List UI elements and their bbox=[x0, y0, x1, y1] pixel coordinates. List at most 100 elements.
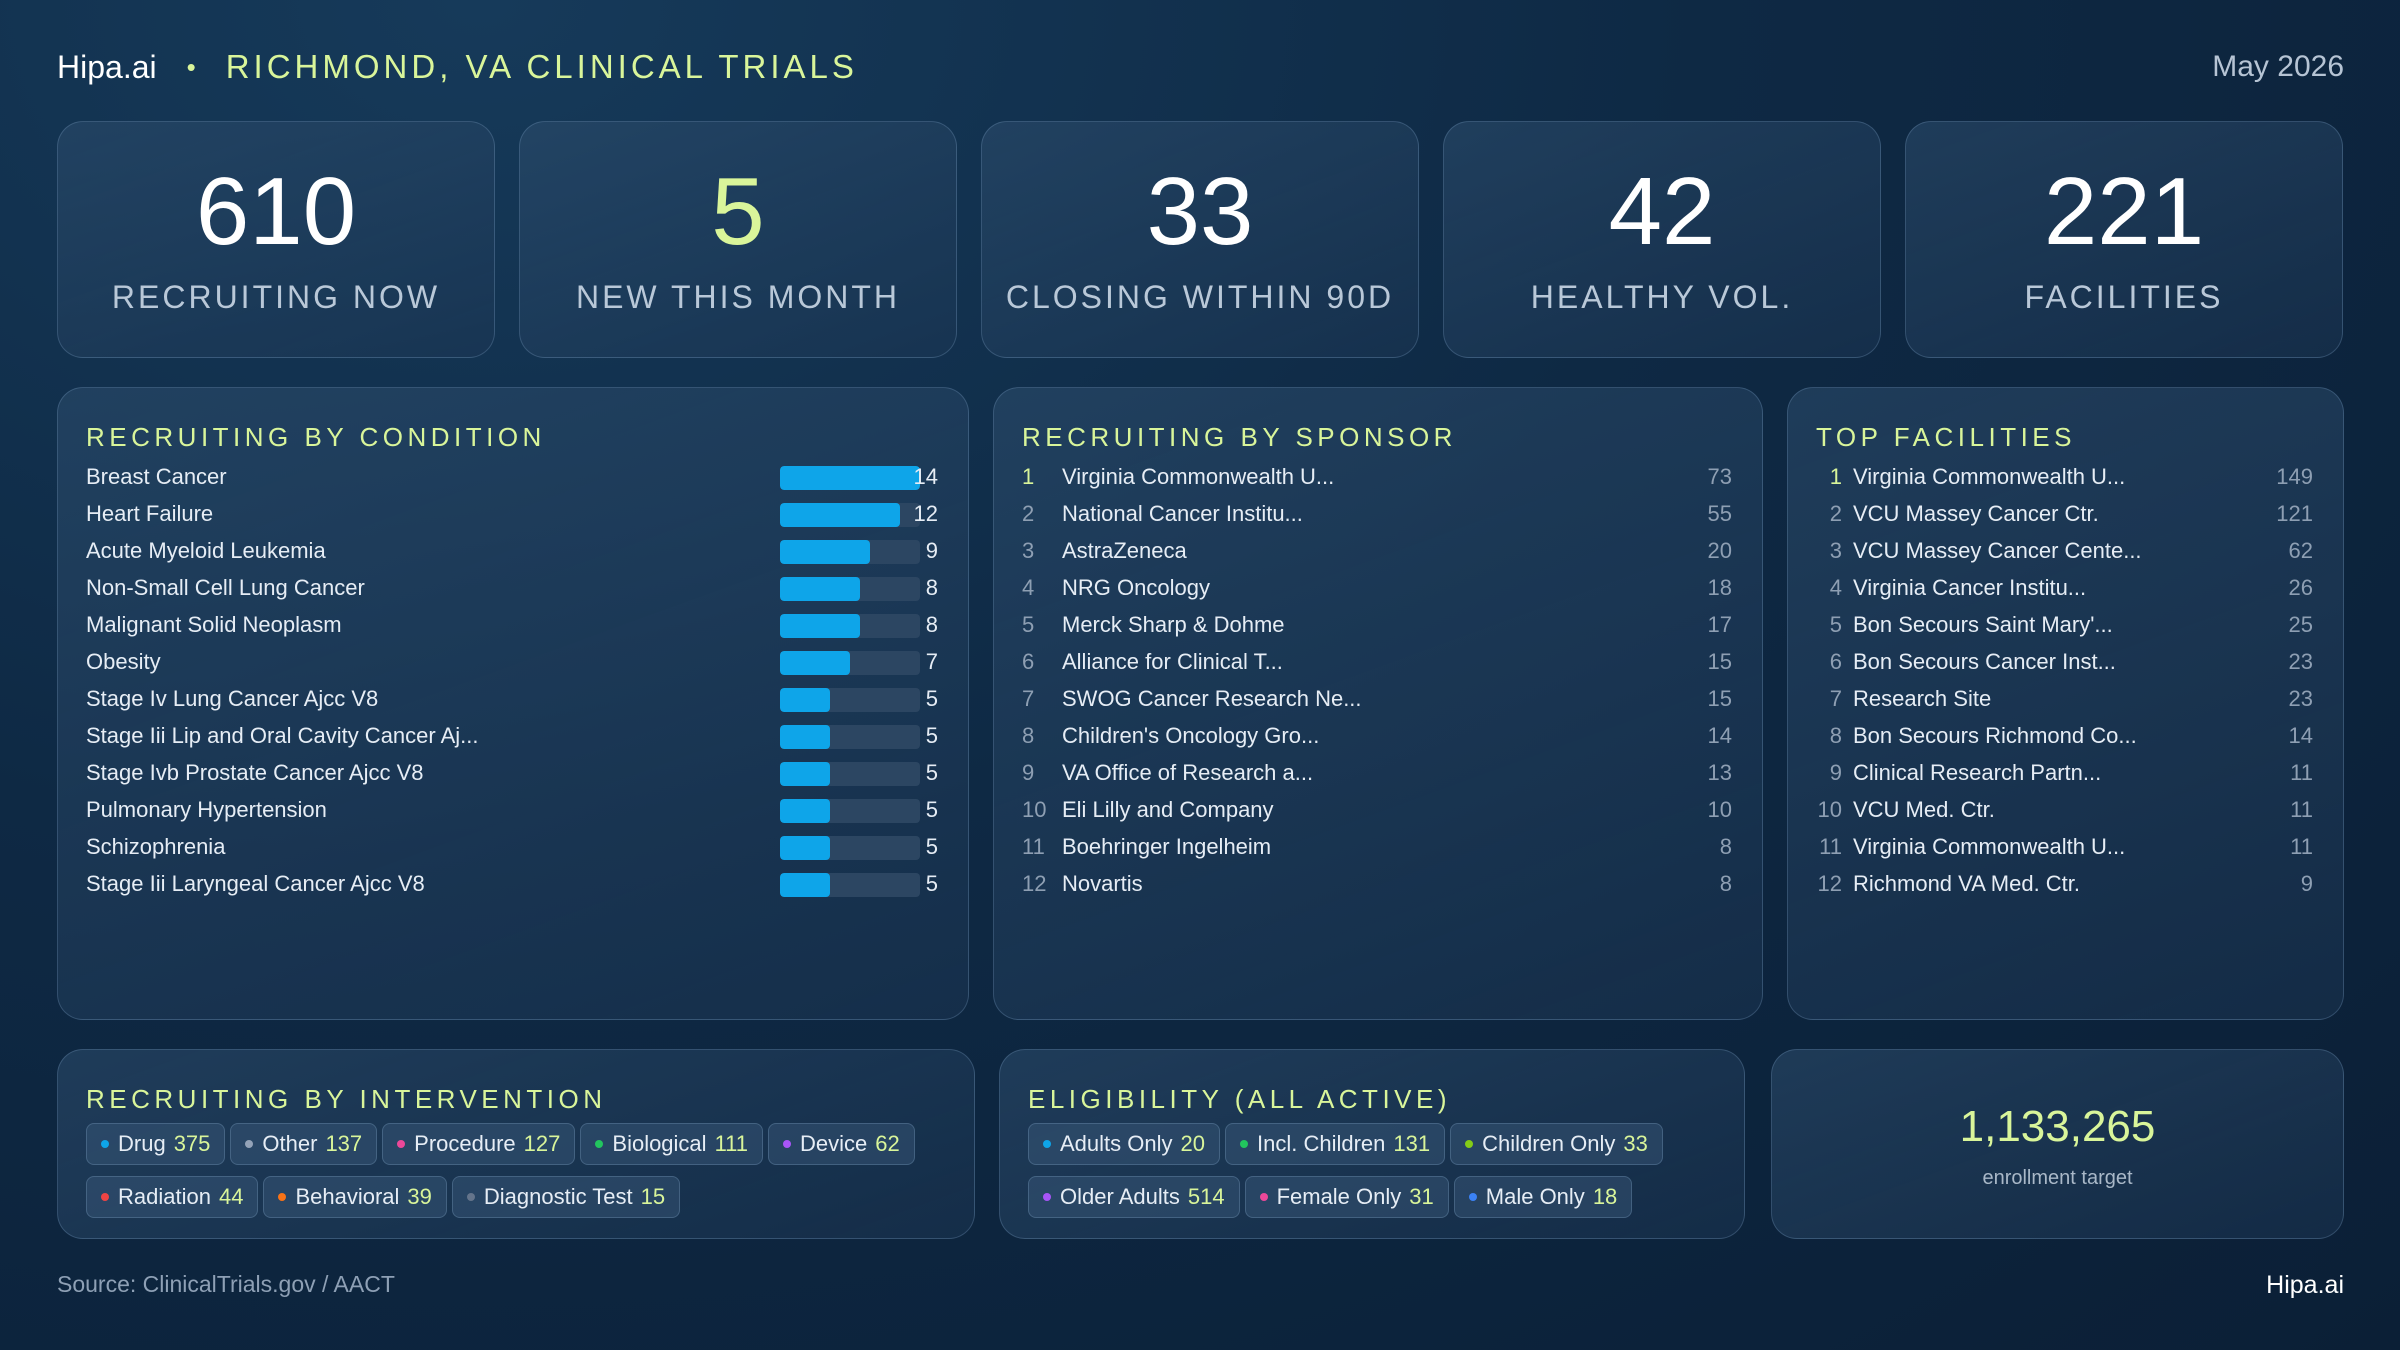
sponsor-count: 13 bbox=[1707, 760, 1732, 785]
facility-name: Virginia Cancer Institu... bbox=[1853, 575, 2087, 600]
sponsor-row: 6 Alliance for Clinical T... 15 bbox=[1022, 643, 1732, 680]
intervention-dot-icon bbox=[101, 1140, 109, 1148]
condition-count: 8 bbox=[925, 575, 938, 600]
kpi-facilities: 221 FACILITIES bbox=[1905, 121, 2343, 358]
condition-bar bbox=[780, 614, 860, 638]
facility-row: 5 Bon Secours Saint Mary'... 25 bbox=[1816, 606, 2313, 643]
intervention-dot-icon bbox=[595, 1140, 604, 1148]
sponsor-name: Alliance for Clinical T... bbox=[1062, 649, 1283, 674]
condition-name: Malignant Solid Neoplasm bbox=[86, 612, 342, 637]
facility-row: 10 VCU Med. Ctr. 11 bbox=[1816, 791, 2313, 828]
sponsor-rank: 1 bbox=[1022, 464, 1035, 489]
facility-row: 1 Virginia Commonwealth U... 149 bbox=[1816, 458, 2313, 495]
eligibility-count: 33 bbox=[1623, 1131, 1648, 1156]
eligibility-label: Male Only bbox=[1485, 1184, 1585, 1209]
kpi-value: 42 bbox=[1608, 158, 1716, 265]
facility-rank: 7 bbox=[1829, 686, 1842, 711]
condition-bar-track bbox=[780, 540, 920, 564]
eligibility-count: 514 bbox=[1187, 1184, 1225, 1209]
report-date: May 2026 bbox=[2212, 50, 2344, 83]
eligibility-dot-icon bbox=[1043, 1193, 1051, 1201]
kpi-label: NEW THIS MONTH bbox=[575, 279, 901, 315]
kpi-label: CLOSING WITHIN 90D bbox=[1005, 279, 1395, 315]
facility-row: 3 VCU Massey Cancer Cente... 62 bbox=[1816, 532, 2313, 569]
enrollment-target-card: 1,133,265 enrollment target bbox=[1771, 1049, 2344, 1239]
sponsor-rank: 5 bbox=[1022, 612, 1035, 637]
sponsor-rank: 12 bbox=[1022, 871, 1047, 896]
condition-bar-track bbox=[780, 725, 920, 749]
intervention-chip-biological: Biological 111 bbox=[580, 1123, 764, 1165]
intervention-count: 127 bbox=[523, 1131, 561, 1156]
intervention-dot-icon bbox=[245, 1140, 254, 1148]
enrollment-target-value: 1,133,265 bbox=[1959, 1102, 2156, 1151]
condition-row: Stage Iv Lung Cancer Ajcc V8 5 bbox=[86, 680, 938, 717]
condition-count: 5 bbox=[925, 686, 938, 711]
facility-rank: 6 bbox=[1829, 649, 1842, 674]
condition-bar bbox=[780, 762, 830, 786]
condition-bar-track bbox=[780, 799, 920, 823]
condition-name: Heart Failure bbox=[86, 501, 214, 526]
eligibility-dot-icon bbox=[1239, 1140, 1248, 1148]
eligibility-panel-title: ELIGIBILITY (ALL ACTIVE) bbox=[1028, 1084, 1452, 1114]
intervention-chip-other: Other 137 bbox=[230, 1123, 378, 1165]
footer-source: Source: ClinicalTrials.gov / AACT bbox=[57, 1271, 395, 1297]
kpi-value: 5 bbox=[711, 158, 765, 265]
intervention-label: Biological bbox=[612, 1131, 707, 1156]
sponsor-row: 5 Merck Sharp & Dohme 17 bbox=[1022, 606, 1732, 643]
facility-row: 8 Bon Secours Richmond Co... 14 bbox=[1816, 717, 2313, 754]
condition-name: Stage Iv Lung Cancer Ajcc V8 bbox=[86, 686, 379, 711]
eligibility-dot-icon bbox=[1043, 1140, 1051, 1148]
facility-count: 121 bbox=[2276, 501, 2313, 526]
facility-row: 7 Research Site 23 bbox=[1816, 680, 2313, 717]
facility-rank: 12 bbox=[1817, 871, 1842, 896]
sponsor-name: Boehringer Ingelheim bbox=[1062, 834, 1272, 859]
intervention-label: Device bbox=[800, 1131, 868, 1156]
brand-logo-text: Hipa.ai bbox=[57, 48, 157, 85]
sponsor-count: 73 bbox=[1707, 464, 1732, 489]
kpi-closing-within-90d: 33 CLOSING WITHIN 90D bbox=[981, 121, 1419, 358]
condition-count: 14 bbox=[913, 464, 938, 489]
condition-name: Breast Cancer bbox=[86, 464, 227, 489]
intervention-count: 111 bbox=[714, 1131, 749, 1156]
sponsor-count: 55 bbox=[1707, 501, 1732, 526]
condition-bar bbox=[780, 651, 850, 675]
condition-bar bbox=[780, 688, 830, 712]
condition-row: Obesity 7 bbox=[86, 643, 938, 680]
eligibility-dot-icon bbox=[1468, 1193, 1477, 1201]
intervention-panel: RECRUITING BY INTERVENTION Drug 375 Other 1… bbox=[57, 1049, 975, 1239]
sponsor-name: National Cancer Institu... bbox=[1062, 501, 1303, 526]
condition-count: 7 bbox=[925, 649, 938, 674]
sponsor-name: Novartis bbox=[1062, 871, 1143, 896]
intervention-chip-diagnostic-test: Diagnostic Test 15 bbox=[451, 1176, 681, 1218]
sponsor-count: 18 bbox=[1707, 575, 1732, 600]
eligibility-count: 18 bbox=[1592, 1184, 1618, 1209]
facility-count: 26 bbox=[2288, 575, 2313, 600]
facilities-panel: TOP FACILITIES 1 Virginia Commonwealth U.… bbox=[1787, 387, 2344, 1020]
kpi-value: 221 bbox=[2043, 158, 2205, 265]
eligibility-chip-older-adults: Older Adults 514 bbox=[1028, 1176, 1240, 1218]
sponsor-panel-title: RECRUITING BY SPONSOR bbox=[1022, 422, 1457, 452]
condition-name: Schizophrenia bbox=[86, 834, 226, 859]
kpi-healthy-volunteers: 42 HEALTHY VOL. bbox=[1443, 121, 1881, 358]
sponsor-row: 1 Virginia Commonwealth U... 73 bbox=[1022, 458, 1732, 495]
condition-panel: RECRUITING BY CONDITION Breast Cancer 14 H… bbox=[57, 387, 969, 1020]
sponsor-count: 20 bbox=[1707, 538, 1732, 563]
facility-count: 25 bbox=[2288, 612, 2313, 637]
intervention-dot-icon bbox=[783, 1140, 792, 1148]
sponsor-row: 2 National Cancer Institu... 55 bbox=[1022, 495, 1732, 532]
eligibility-dot-icon bbox=[1465, 1140, 1474, 1148]
intervention-panel-title: RECRUITING BY INTERVENTION bbox=[86, 1084, 607, 1114]
eligibility-chip-adults-only: Adults Only 20 bbox=[1028, 1123, 1220, 1165]
facility-name: Virginia Commonwealth U... bbox=[1853, 464, 2126, 489]
condition-count: 8 bbox=[925, 612, 938, 637]
facilities-panel-title: TOP FACILITIES bbox=[1816, 422, 2076, 452]
facility-count: 11 bbox=[2290, 834, 2313, 859]
condition-bar bbox=[780, 577, 860, 601]
eligibility-count: 131 bbox=[1393, 1131, 1431, 1156]
condition-row: Stage Iii Laryngeal Cancer Ajcc V8 5 bbox=[86, 865, 938, 902]
condition-bar bbox=[780, 725, 830, 749]
sponsor-name: AstraZeneca bbox=[1062, 538, 1187, 563]
header-separator: • bbox=[186, 51, 196, 82]
condition-count: 5 bbox=[925, 723, 938, 748]
facility-name: Bon Secours Saint Mary'... bbox=[1853, 612, 2113, 637]
